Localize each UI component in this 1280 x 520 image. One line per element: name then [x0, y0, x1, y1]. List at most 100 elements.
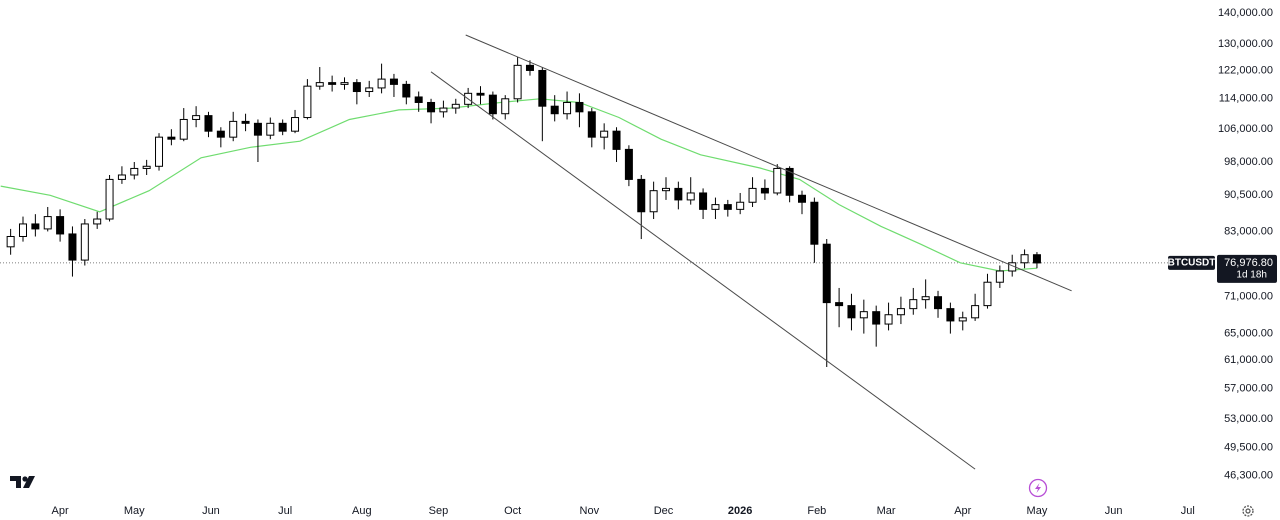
- candle-body: [760, 187, 769, 194]
- candle-body: [810, 201, 819, 245]
- candle-body: [365, 87, 374, 93]
- countdown-label: 1d 18h: [1236, 270, 1267, 281]
- y-tick-label: 46,300.00: [1224, 469, 1273, 481]
- candle-body: [1032, 254, 1041, 264]
- y-tick-label: 57,000.00: [1224, 382, 1273, 394]
- x-tick-label: Feb: [807, 505, 826, 517]
- y-tick-label: 114,000.00: [1219, 93, 1273, 105]
- candle-body: [798, 194, 807, 203]
- candle-body: [587, 111, 596, 138]
- x-tick-label: 2026: [728, 505, 752, 517]
- candle-body: [130, 167, 139, 176]
- candle-body: [476, 92, 485, 96]
- x-tick-label: Oct: [504, 505, 521, 517]
- candle-body: [1020, 254, 1029, 264]
- candle-body: [155, 136, 164, 167]
- candle-body: [117, 174, 126, 180]
- candle-body: [649, 190, 658, 213]
- candle-body: [612, 130, 621, 150]
- y-tick-label: 130,000.00: [1218, 38, 1273, 50]
- candle-body: [192, 115, 201, 120]
- y-tick-label: 122,000.00: [1218, 64, 1273, 76]
- candle-body: [946, 308, 955, 322]
- candle-body: [835, 302, 844, 307]
- candle-body: [686, 192, 695, 201]
- candle-body: [600, 130, 609, 138]
- candle-body: [291, 117, 300, 132]
- alert-icon[interactable]: [1028, 478, 1048, 498]
- x-tick-label: May: [124, 505, 145, 517]
- candle-body: [699, 192, 708, 210]
- candle-body: [909, 299, 918, 310]
- candle-body: [958, 317, 967, 322]
- candle-body: [389, 78, 398, 85]
- candle-body: [56, 216, 65, 235]
- candle-body: [525, 64, 534, 71]
- candle-body: [995, 270, 1004, 283]
- candle-body: [253, 122, 262, 136]
- candle-body: [278, 122, 287, 132]
- candle-body: [624, 148, 633, 180]
- candle-body: [575, 101, 584, 113]
- plot-area: [0, 34, 1215, 470]
- candle-body: [179, 118, 188, 140]
- candle-body: [93, 218, 102, 225]
- candle-body: [328, 82, 337, 85]
- candle-body: [31, 223, 40, 230]
- candle-body: [427, 101, 436, 113]
- x-tick-label: Nov: [580, 505, 600, 517]
- y-tick-label: 90,500.00: [1224, 189, 1273, 201]
- candle-body: [971, 305, 980, 319]
- candle-body: [847, 305, 856, 319]
- candle-body: [439, 107, 448, 113]
- y-tick-label: 71,000.00: [1224, 291, 1273, 303]
- y-tick-label: 53,000.00: [1224, 413, 1273, 425]
- candle-body: [167, 136, 176, 140]
- candle-body: [340, 82, 349, 85]
- x-tick-label: Apr: [52, 505, 69, 517]
- y-tick-label: 83,000.00: [1224, 225, 1273, 237]
- candle-body: [451, 103, 460, 109]
- settings-icon[interactable]: [1242, 505, 1254, 517]
- moving-average: [0, 98, 1037, 272]
- candle-body: [723, 204, 732, 210]
- candle-body: [315, 82, 324, 87]
- candle-body: [68, 233, 77, 261]
- candle-body: [142, 165, 151, 169]
- trend-line: [430, 71, 976, 470]
- candle-body: [377, 78, 386, 89]
- last-price-box: [1217, 254, 1277, 283]
- x-tick-label: Apr: [954, 505, 971, 517]
- candle-body: [241, 120, 250, 124]
- y-tick-label: 65,000.00: [1224, 327, 1273, 339]
- candle-body: [896, 308, 905, 316]
- candle-body: [18, 223, 27, 237]
- candle-body: [921, 296, 930, 301]
- last-price-label: 76,976.80: [1224, 257, 1273, 269]
- candle-body: [637, 178, 646, 213]
- candle-body: [983, 281, 992, 307]
- candle-body: [266, 122, 275, 136]
- candle-body: [785, 167, 794, 196]
- symbol-box: [1168, 255, 1215, 270]
- y-tick-label: 61,000.00: [1224, 354, 1273, 366]
- candle-body: [80, 223, 89, 261]
- candle-body: [402, 83, 411, 98]
- candle-body: [352, 82, 361, 93]
- candle-body: [773, 167, 782, 194]
- x-tick-label: Jul: [1181, 505, 1195, 517]
- candle-body: [105, 178, 114, 220]
- x-tick-label: Sep: [429, 505, 449, 517]
- candle-body: [872, 311, 881, 325]
- candle-body: [414, 96, 423, 103]
- y-tick-label: 106,000.00: [1218, 123, 1273, 135]
- candle-body: [488, 94, 497, 115]
- candle-body: [43, 216, 52, 230]
- x-tick-label: Dec: [654, 505, 674, 517]
- candle-body: [216, 130, 225, 138]
- candle-body: [303, 85, 312, 119]
- x-tick-label: Jul: [278, 505, 292, 517]
- candle-body: [934, 296, 943, 310]
- candle-body: [736, 201, 745, 210]
